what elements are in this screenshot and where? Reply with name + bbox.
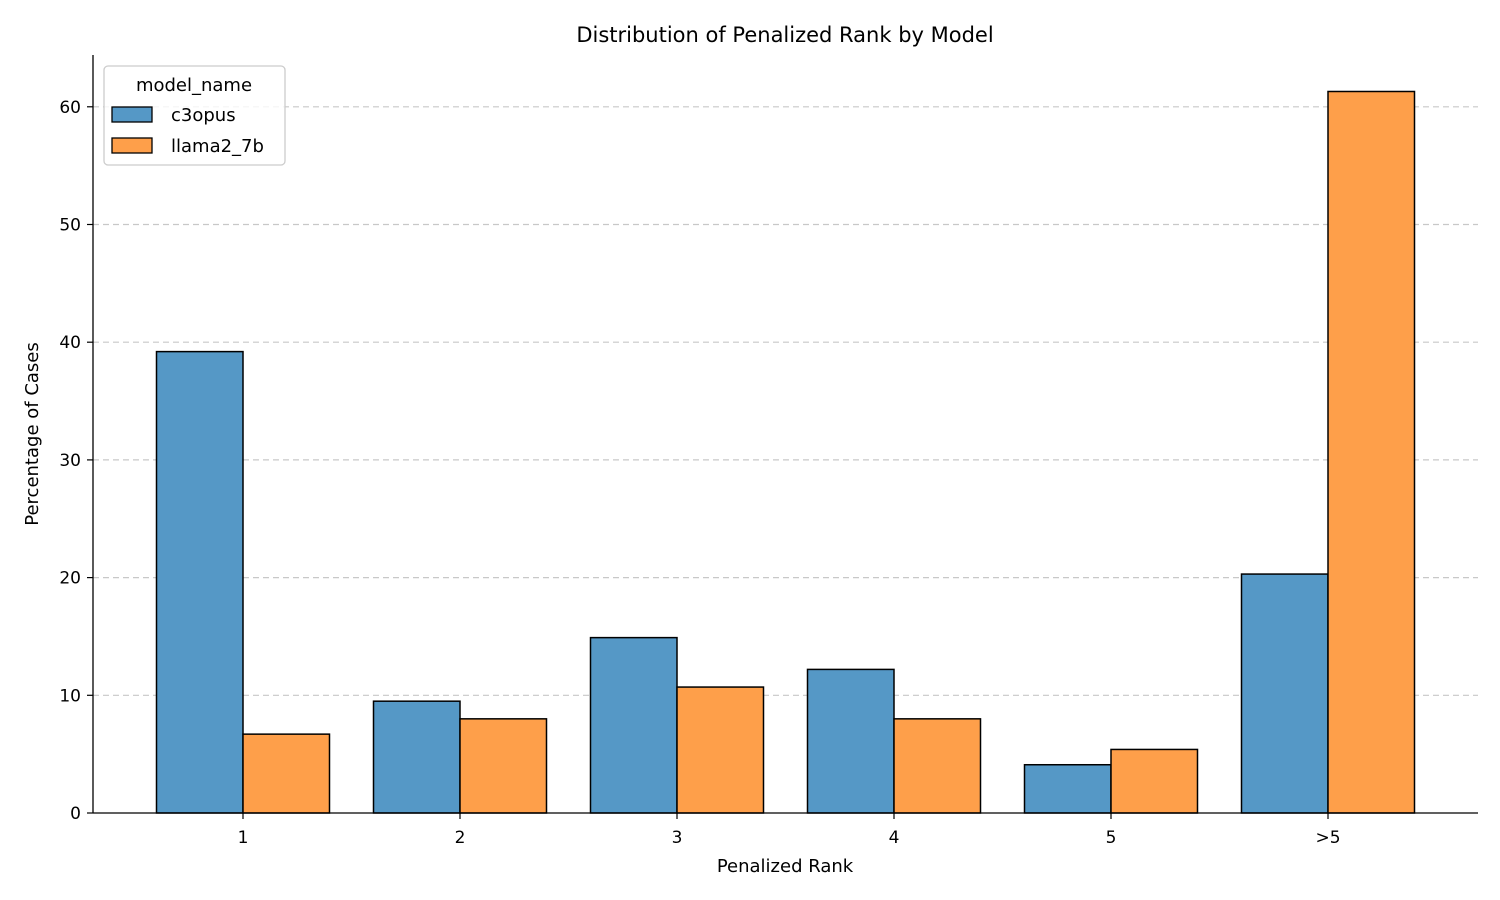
bar-llama2-7b-5 [1110, 748, 1199, 814]
y-tick-label-10: 10 [59, 686, 81, 706]
legend-label-llama2-7b: llama2_7b [171, 136, 264, 157]
x-tick-label-2: 2 [455, 828, 466, 848]
chart-title: Distribution of Penalized Rank by Model [576, 23, 993, 47]
legend-label-c3opus: c3opus [171, 105, 236, 126]
y-tick-label-0: 0 [70, 804, 81, 824]
bar-c3opus-4 [806, 668, 895, 814]
y-tick-label-40: 40 [59, 333, 81, 353]
bar-c3opus-2 [372, 700, 461, 814]
bar-c3opus-6 [1240, 573, 1329, 814]
bar-llama2-7b-3 [676, 686, 765, 814]
bar-llama2-7b-6 [1327, 90, 1416, 814]
x-tick-label-4: 4 [889, 828, 900, 848]
bar-llama2-7b-1 [242, 733, 331, 814]
x-tick-label-1: 1 [238, 828, 249, 848]
y-tick-label-60: 60 [59, 98, 81, 118]
x-tick-label-3: 3 [672, 828, 683, 848]
x-axis-label: Penalized Rank [717, 856, 854, 877]
y-ticks: 0 10 20 30 40 50 60 [59, 98, 93, 824]
x-ticks: 1 2 3 4 5 >5 [238, 813, 1341, 848]
legend-title: model_name [136, 75, 252, 96]
bar-c3opus-5 [1023, 763, 1112, 814]
bar-c3opus-3 [589, 636, 678, 814]
y-tick-label-20: 20 [59, 569, 81, 589]
x-tick-label-5: 5 [1106, 828, 1117, 848]
x-tick-label-6: >5 [1315, 828, 1340, 848]
legend: model_name c3opus llama2_7b [103, 65, 286, 166]
y-tick-label-50: 50 [59, 215, 81, 235]
legend-swatch-llama2-7b [111, 137, 153, 154]
y-tick-label-30: 30 [59, 451, 81, 471]
bar-c3opus-1 [155, 350, 244, 814]
y-axis-label: Percentage of Cases [22, 342, 43, 525]
bar-llama2-7b-4 [893, 718, 982, 814]
legend-swatch-c3opus [111, 106, 153, 123]
axes [92, 55, 1478, 814]
bars [155, 90, 1416, 814]
bar-llama2-7b-2 [459, 718, 548, 814]
